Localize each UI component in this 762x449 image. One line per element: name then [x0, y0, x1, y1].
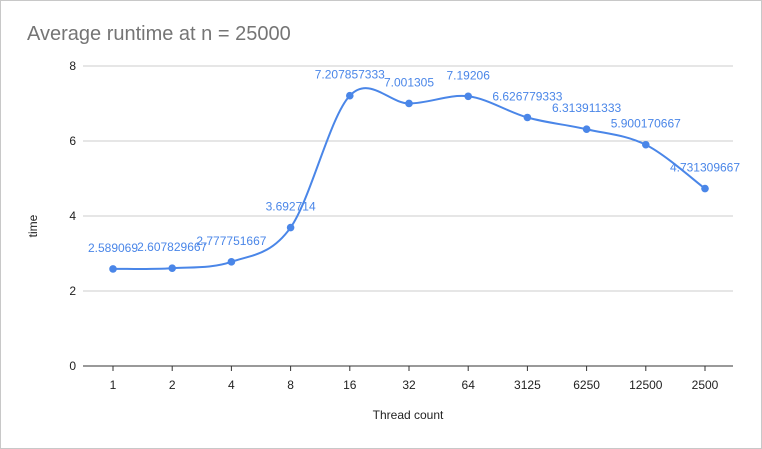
y-tick-label: 2	[69, 284, 76, 298]
y-tick-label: 4	[69, 209, 76, 223]
data-points	[109, 91, 709, 273]
x-tick-label: 3125	[514, 378, 541, 392]
x-tick-label: 2500	[692, 378, 719, 392]
data-label: 6.626779333	[492, 89, 562, 103]
data-point	[168, 264, 176, 273]
x-axis-label: Thread count	[373, 408, 444, 422]
y-axis-ticks: 0 2 4 6 8	[69, 59, 76, 373]
data-label: 2.607829667	[137, 240, 207, 254]
x-axis-ticks: 1 2 4 8 16 32 64 3125 6250 12500 2500	[110, 366, 719, 392]
data-point	[642, 140, 650, 149]
data-point	[405, 99, 413, 108]
data-label: 2.777751667	[196, 234, 266, 248]
data-point	[582, 125, 591, 134]
y-tick-label: 6	[69, 134, 76, 148]
data-point	[464, 92, 473, 101]
data-point	[701, 184, 709, 193]
x-tick-label: 8	[287, 378, 294, 392]
data-point	[286, 223, 295, 232]
data-point	[109, 265, 117, 273]
x-tick-label: 12500	[629, 378, 663, 392]
data-label: 4.731309667	[670, 161, 740, 175]
data-point	[346, 91, 354, 100]
x-tick-label: 64	[462, 378, 476, 392]
data-point	[523, 113, 532, 122]
x-tick-label: 2	[169, 378, 176, 392]
x-tick-label: 16	[343, 378, 357, 392]
gridlines	[83, 65, 733, 367]
x-tick-label: 6250	[573, 378, 600, 392]
x-tick-label: 32	[402, 378, 416, 392]
data-label: 5.900170667	[611, 117, 681, 131]
data-label: 7.207857333	[315, 68, 385, 82]
data-label: 3.692714	[266, 200, 316, 214]
chart-title: Average runtime at n = 25000	[27, 23, 291, 45]
x-tick-label: 4	[228, 378, 235, 392]
y-tick-label: 8	[69, 59, 76, 73]
y-tick-label: 0	[69, 359, 76, 373]
x-tick-label: 1	[110, 378, 117, 392]
data-label: 7.19206	[447, 68, 491, 82]
data-label: 7.001305	[384, 75, 434, 89]
data-label: 2.589069	[88, 241, 138, 255]
data-label: 6.313911333	[552, 101, 622, 115]
data-point	[227, 258, 236, 266]
series-line	[112, 87, 706, 270]
y-axis-label: time	[26, 214, 40, 237]
